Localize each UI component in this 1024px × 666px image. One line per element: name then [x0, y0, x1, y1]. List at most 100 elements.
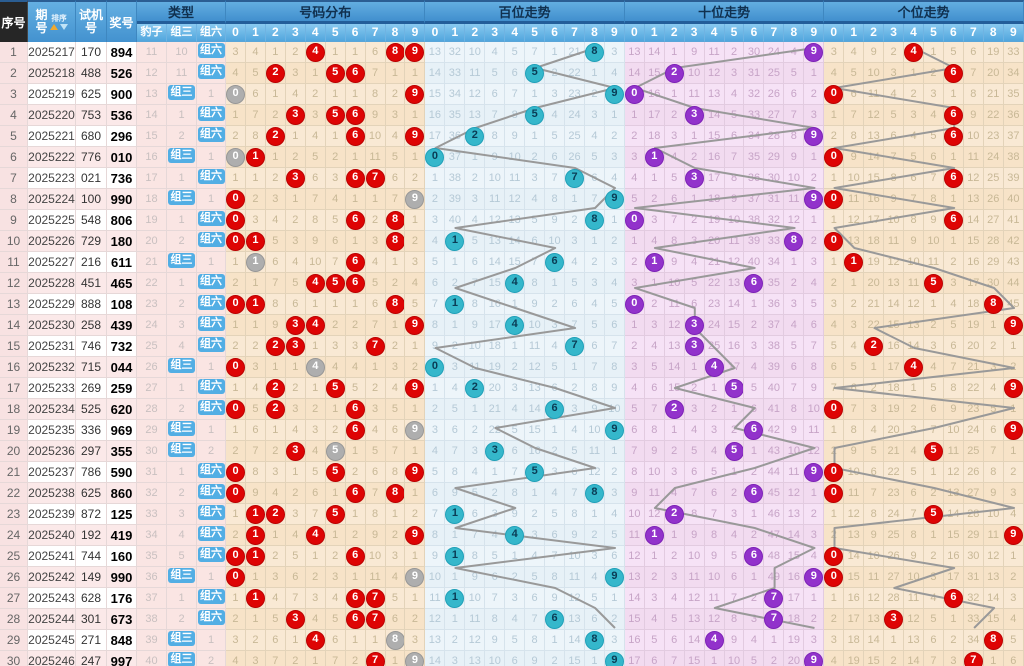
miss-count: 1	[810, 66, 817, 79]
miss-count: 1	[371, 633, 379, 646]
miss-count: 1	[631, 318, 638, 331]
miss-count: 5	[511, 423, 518, 436]
miss-count: 11	[508, 171, 521, 184]
trend-cell: 11	[844, 483, 865, 504]
units-ball: 9	[1003, 379, 1023, 398]
type-hit-badge: 组六	[197, 169, 225, 185]
trend-cell: 1	[265, 84, 286, 105]
type-cell-baozi: 28	[137, 399, 167, 420]
trend-cell: 3	[385, 105, 406, 126]
miss-count: 10	[807, 402, 820, 415]
miss-count: 2	[232, 528, 239, 541]
miss-count: 3	[930, 570, 937, 583]
type-cell-zusan: 3	[167, 504, 197, 525]
miss-count: 13	[947, 486, 960, 499]
units-ball: 0	[824, 190, 844, 209]
miss-count: 4	[312, 444, 319, 457]
miss-count: 17	[787, 591, 800, 604]
type-cell-zusan: 2	[167, 231, 197, 252]
trend-cell: 8	[884, 168, 905, 189]
trend-cell: 2	[545, 651, 565, 666]
trend-cell: 7	[465, 273, 486, 294]
trend-cell: 9	[405, 567, 426, 588]
trend-cell: 15	[884, 315, 905, 336]
trend-cell: 11	[584, 441, 605, 462]
trend-cell: 4	[305, 126, 326, 147]
test-number-cell: 625	[76, 483, 107, 504]
trend-cell: 2	[345, 315, 366, 336]
section-title-tens: 十位走势	[624, 0, 825, 24]
miss-count: 1	[750, 507, 758, 520]
miss-count: 26	[987, 192, 1000, 205]
trend-cell: 24	[983, 147, 1004, 168]
prize-number-cell: 900	[107, 84, 137, 105]
trend-cell: 6	[345, 105, 366, 126]
trend-cell: 4	[505, 525, 526, 546]
trend-cell: 47	[764, 525, 785, 546]
trend-cell: 3	[1003, 588, 1024, 609]
trend-cell: 2	[525, 147, 546, 168]
miss-count: 1	[631, 108, 638, 121]
trend-cell: 12	[525, 357, 546, 378]
trend-cell: 18	[963, 294, 984, 315]
trend-cell: 1	[445, 504, 466, 525]
trend-cell: 5	[724, 105, 745, 126]
trend-cell: 12	[963, 168, 984, 189]
trend-cell: 13	[904, 630, 924, 651]
period-cell: 2025223	[28, 168, 76, 189]
miss-count: 8	[252, 465, 259, 478]
type-cell-zusan: 组三	[167, 357, 197, 378]
miss-count: 3	[830, 633, 837, 646]
trend-cell: 28	[983, 231, 1004, 252]
sort-asc-icon[interactable]	[50, 24, 59, 30]
sort-control[interactable]: 排序	[50, 14, 69, 30]
trend-cell: 6	[245, 84, 266, 105]
trend-cell: 0	[824, 84, 845, 105]
miss-count: 12	[727, 255, 741, 268]
trend-cell: 2	[884, 651, 905, 666]
trend-cell: 9	[604, 420, 625, 441]
trend-cell: 1	[226, 378, 246, 399]
type-cell-zuliu: 组六	[197, 168, 227, 189]
trend-cell: 2	[465, 420, 486, 441]
miss-count: 5	[591, 150, 598, 163]
trend-cell: 1	[824, 588, 845, 609]
trend-cell: 2	[465, 378, 486, 399]
miss-count: 2	[730, 45, 738, 58]
trend-cell: 7	[385, 189, 406, 210]
trend-cell: 11	[565, 567, 585, 588]
trend-cell: 8	[644, 420, 665, 441]
trend-cell: 6	[245, 420, 266, 441]
trend-cell: 0	[824, 147, 845, 168]
miss-count: 22	[987, 108, 1000, 121]
trend-cell: 43	[764, 441, 785, 462]
trend-cell: 3	[684, 168, 705, 189]
miss-count: 1	[312, 66, 319, 79]
miss-count: 3	[830, 45, 837, 58]
period-header[interactable]: 期号 排序	[28, 0, 76, 42]
trend-cell: 4	[744, 357, 765, 378]
test-number-cell: 100	[76, 189, 107, 210]
miss-count: 3	[691, 402, 698, 415]
trend-cell: 17	[644, 105, 665, 126]
trend-cell: 2	[1003, 462, 1024, 483]
miss-count: 4	[890, 87, 897, 100]
miss-count: 1	[272, 87, 279, 100]
trend-cell: 12	[684, 588, 705, 609]
miss-count: 32	[747, 87, 761, 100]
trend-cell: 1	[405, 147, 426, 168]
trend-cell: 10	[584, 420, 605, 441]
units-ball: 3	[884, 610, 904, 629]
type-hit-badge: 组六	[197, 106, 225, 122]
trend-cell: 1	[245, 567, 266, 588]
trend-cell: 5	[505, 42, 526, 63]
trend-cell: 7	[285, 588, 306, 609]
type-cell-baozi: 15	[137, 126, 167, 147]
miss-count: 25	[887, 528, 900, 541]
trend-cell: 8	[784, 231, 805, 252]
miss-count: 12	[987, 549, 1000, 562]
sort-desc-icon[interactable]	[60, 24, 69, 30]
trend-cell: 40	[744, 252, 765, 273]
trend-cell: 3	[824, 42, 845, 63]
table-row: 29 2025245 271 848 39 组三 1 3 2 6 1 4 6 1 1 8 3 13 2 12 9 5 8 1 1…	[0, 630, 1024, 651]
